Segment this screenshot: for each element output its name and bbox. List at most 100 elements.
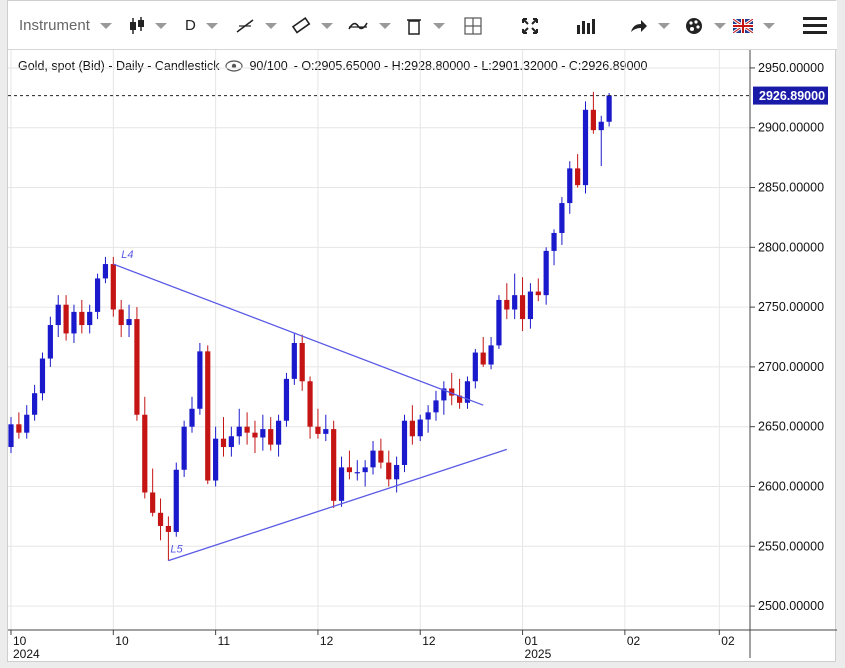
indicators-dropdown[interactable] [347,1,391,50]
candle [307,376,313,439]
language-dropdown[interactable] [733,1,775,50]
trash-icon [407,18,421,35]
candle-body [504,299,510,310]
toolbar: Instrument D [8,1,837,50]
candle-body [244,426,250,433]
candle [157,498,164,541]
candle [24,405,30,439]
candle [496,295,502,349]
trendline-label: L5 [170,544,183,556]
x-tick-label: 11 [218,634,231,648]
candle [449,372,455,406]
candle [331,420,337,509]
candle [63,295,69,341]
candle [354,460,360,481]
last-price-marker [753,86,828,105]
candle [575,154,581,188]
candle-body [425,412,431,420]
candle-body [441,388,447,401]
candle-body [543,250,549,296]
candle-body [409,420,415,437]
candle [150,468,156,517]
measure-dropdown[interactable] [291,1,333,50]
candle-body [118,309,124,326]
candle-body [590,109,596,131]
candle-body [417,419,423,437]
y-tick-label: 2750.00000 [758,300,824,314]
candle-body [559,203,565,233]
candle [47,316,53,367]
candle-body [157,512,164,526]
delete-dropdown[interactable] [405,1,445,50]
candle [110,256,116,317]
x-tick-label: 02 [721,634,735,648]
candle-body [8,424,14,448]
candle-body [401,420,408,465]
y-tick-label: 2700.00000 [758,360,824,374]
crosshair-button[interactable] [463,1,483,50]
candle [244,412,250,445]
draw-line-dropdown[interactable] [235,1,277,50]
candle-body [181,426,187,470]
candle-body [189,408,195,427]
candle-body [228,436,234,448]
candle-body [299,342,305,382]
chevron-down-icon [155,22,167,29]
price-chart[interactable]: 2500.00000 2550.00000 2600.00000 2650.00000… [8,50,837,662]
eye-icon[interactable] [225,60,244,72]
candle-body [338,467,345,501]
candle-body [252,432,258,438]
instrument-label: Instrument [19,17,90,34]
candle [181,420,187,477]
candle-body [79,311,85,326]
candle [606,93,612,127]
menu-icon [803,13,827,38]
candle-body [236,426,242,437]
candle [338,456,345,507]
candle [87,304,93,334]
period-dropdown[interactable]: D [185,1,218,50]
candle-body [275,420,282,445]
candle-body [142,414,148,493]
last-price-label: 2926.89000 [759,89,825,103]
theme-dropdown[interactable] [684,1,726,50]
candle-body [480,352,486,365]
chart-widget: Instrument D [7,0,837,662]
instrument-dropdown[interactable]: Instrument [19,1,112,50]
candle-body [378,450,384,463]
candle [299,334,305,391]
candle-body [165,525,171,532]
candle-body [283,378,290,421]
candle [551,229,557,266]
candle-body [575,168,581,186]
y-tick-label: 2500.00000 [758,599,824,613]
candle [456,378,463,409]
candle [283,372,290,427]
chart-type-dropdown[interactable] [129,1,167,50]
candle [126,304,132,338]
volume-button[interactable] [575,1,595,50]
candle-body [323,429,329,434]
y-tick-label: 2900.00000 [758,121,824,135]
candle [464,376,471,409]
share-dropdown[interactable] [628,1,670,50]
x-tick-label: 10 [13,634,27,648]
candle-body [87,311,93,326]
candle-body [24,414,30,433]
candlestick-icon [130,16,144,34]
candle [441,381,447,415]
candle-body [582,109,589,186]
share-icon [631,19,647,32]
trendline [113,263,484,406]
line-draw-icon [236,18,254,33]
y-tick-label: 2650.00000 [758,420,824,434]
palette-icon [686,17,702,34]
menu-button[interactable] [803,1,827,50]
candle-body [370,450,376,468]
fullscreen-button[interactable] [521,1,539,50]
chevron-down-icon [658,22,670,29]
uk-flag-icon [733,18,753,33]
candle-body [94,278,101,312]
candle-body [260,429,266,438]
ohlc-readout: - O:2905.65000 - H:2928.80000 - L:2901.3… [293,59,648,73]
